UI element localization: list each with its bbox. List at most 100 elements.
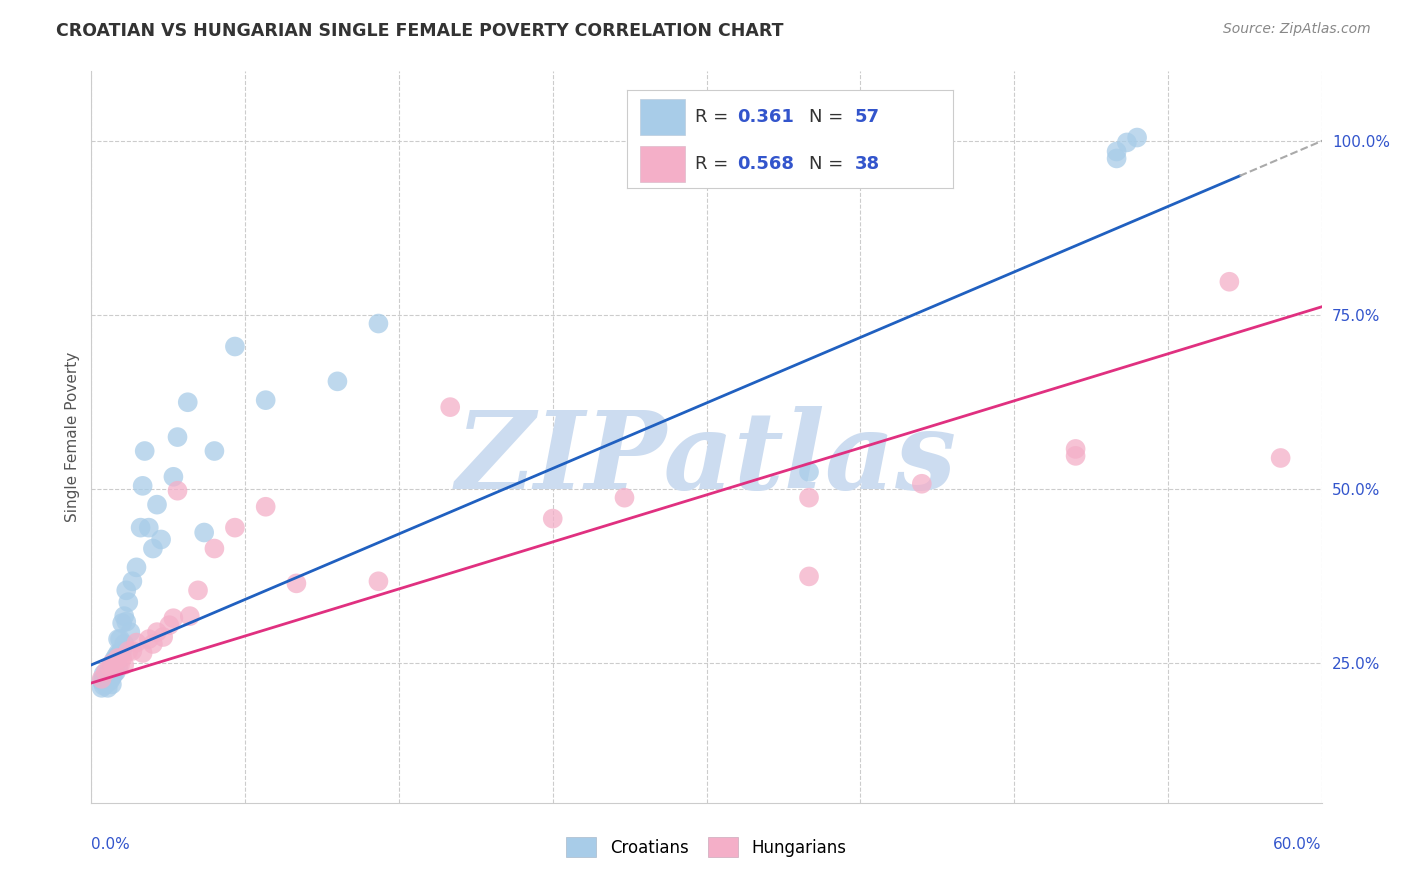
Point (93, 679, 115, 693)
Point (367, 317, 389, 331)
Point (1218, 275, 1240, 289)
Point (111, 644, 134, 658)
Point (94, 670, 117, 684)
Point (107, 632, 129, 646)
Point (103, 660, 125, 674)
Point (125, 635, 148, 649)
Point (98, 667, 121, 681)
Point (254, 500, 277, 514)
Point (1105, 145, 1128, 159)
Point (187, 583, 209, 598)
Point (111, 616, 134, 631)
Point (1126, 130, 1149, 145)
Point (162, 470, 184, 484)
Point (121, 574, 143, 589)
Point (112, 609, 135, 624)
Point (179, 609, 201, 624)
Point (162, 611, 184, 625)
Text: Source: ZipAtlas.com: Source: ZipAtlas.com (1223, 22, 1371, 37)
Point (101, 657, 124, 672)
Point (90, 672, 112, 686)
Point (108, 632, 131, 646)
Point (112, 657, 135, 672)
Point (97, 667, 120, 681)
Point (138, 632, 160, 646)
Point (142, 637, 165, 651)
Point (142, 541, 165, 556)
Point (541, 511, 564, 525)
Legend: Croatians, Hungarians: Croatians, Hungarians (560, 830, 853, 864)
Point (439, 400, 461, 414)
Point (97, 681, 120, 695)
Point (98, 673, 121, 688)
Y-axis label: Single Female Poverty: Single Female Poverty (65, 352, 80, 522)
Point (166, 430, 188, 444)
Point (285, 576, 308, 591)
Point (152, 630, 174, 644)
Point (90, 673, 112, 688)
Point (797, 491, 820, 505)
Text: ZIPatlas: ZIPatlas (456, 406, 957, 512)
Point (101, 670, 124, 684)
Point (1105, 152, 1128, 166)
Point (120, 625, 142, 640)
Point (90, 681, 112, 695)
Point (115, 615, 138, 629)
Point (117, 644, 139, 658)
Point (108, 646, 131, 660)
Point (101, 657, 124, 671)
Point (797, 569, 820, 583)
Point (150, 533, 173, 547)
Point (98, 660, 121, 674)
Point (146, 498, 169, 512)
Text: 0.0%: 0.0% (91, 837, 131, 852)
Point (94, 677, 117, 691)
Point (125, 560, 148, 574)
Text: 60.0%: 60.0% (1274, 837, 1322, 852)
Point (157, 618, 180, 632)
Point (1115, 136, 1137, 150)
Point (202, 541, 225, 556)
Point (103, 667, 125, 681)
Point (367, 574, 389, 589)
Point (97, 672, 120, 686)
Point (797, 465, 820, 479)
Point (202, 444, 225, 458)
Point (107, 646, 129, 660)
Point (166, 483, 188, 498)
Point (105, 649, 127, 664)
Point (112, 637, 135, 651)
Text: CROATIAN VS HUNGARIAN SINGLE FEMALE POVERTY CORRELATION CHART: CROATIAN VS HUNGARIAN SINGLE FEMALE POVE… (56, 22, 783, 40)
Point (177, 395, 200, 409)
Point (1270, 450, 1292, 465)
Point (1064, 442, 1087, 456)
Point (224, 521, 246, 535)
Point (134, 444, 156, 458)
Point (107, 660, 129, 674)
Point (129, 521, 152, 535)
Point (98, 662, 121, 676)
Point (911, 476, 934, 491)
Point (797, 130, 820, 145)
Point (101, 664, 124, 678)
Point (613, 491, 636, 505)
Point (117, 595, 139, 609)
Point (115, 583, 138, 598)
Point (93, 672, 115, 686)
Point (94, 665, 117, 679)
Point (111, 651, 134, 665)
Point (105, 665, 127, 679)
Point (107, 651, 129, 665)
Point (193, 525, 215, 540)
Point (131, 479, 153, 493)
Point (254, 393, 277, 408)
Point (131, 646, 153, 660)
Point (146, 625, 169, 640)
Point (101, 677, 124, 691)
Point (103, 653, 125, 667)
Point (1064, 449, 1087, 463)
Point (326, 375, 349, 389)
Point (108, 657, 131, 672)
Point (121, 644, 143, 658)
Point (138, 521, 160, 535)
